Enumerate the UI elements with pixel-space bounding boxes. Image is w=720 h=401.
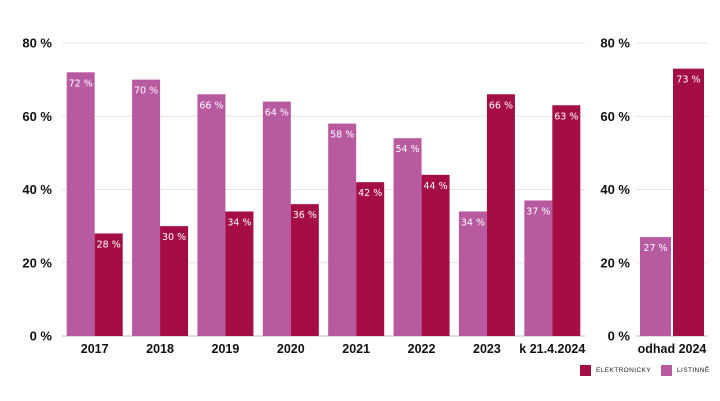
main-data-label: 34 % <box>461 217 485 228</box>
estimate-bar <box>640 237 671 336</box>
main-data-label: 42 % <box>358 188 382 199</box>
estimate-y-tick-label: 0 % <box>608 329 631 344</box>
legend-label-paper: LISTINNĚ <box>677 367 710 374</box>
main-y-tick-label: 40 % <box>22 182 52 197</box>
main-y-tick-label: 0 % <box>30 329 53 344</box>
estimate-chart-y-axis: 0 % 20 % 40 % 60 % 80 % <box>600 36 630 344</box>
main-bar <box>225 211 254 336</box>
estimate-chart-bars: 27 % 73 % <box>640 68 704 336</box>
main-bar <box>458 211 487 336</box>
legend-swatch-paper <box>661 365 673 376</box>
legend-item-paper: LISTINNĚ <box>661 365 709 376</box>
estimate-y-tick-label: 20 % <box>600 255 630 270</box>
main-data-label: 58 % <box>330 130 354 141</box>
main-x-tick-label: 2017 <box>81 342 109 356</box>
main-bar <box>421 174 450 336</box>
legend-label-electronic: ELEKTRONICKY <box>596 367 652 374</box>
main-chart-bars: 72 % 28 % 70 % 30 % 66 % 34 % 64 % 36 % 58 % 42 %… <box>66 72 581 337</box>
legend-swatch-electronic <box>580 365 591 376</box>
main-bar <box>393 138 422 336</box>
main-bar <box>356 182 385 336</box>
estimate-y-tick-label: 40 % <box>600 182 630 197</box>
main-data-label: 66 % <box>489 100 513 111</box>
main-data-label: 34 % <box>227 217 251 228</box>
main-data-label: 44 % <box>423 181 447 192</box>
main-data-label: 30 % <box>162 232 186 243</box>
main-bar <box>262 101 291 336</box>
estimate-chart-x-axis: odhad 2024 <box>638 342 707 356</box>
main-x-tick-label: 2019 <box>212 342 240 356</box>
main-data-label: 37 % <box>526 206 550 217</box>
main-data-label: 36 % <box>293 210 317 221</box>
main-data-label: 63 % <box>554 111 578 122</box>
main-bar <box>328 123 357 336</box>
estimate-data-label: 27 % <box>643 243 667 254</box>
estimate-x-tick-label: odhad 2024 <box>638 342 707 356</box>
main-x-tick-label: 2020 <box>277 342 305 356</box>
estimate-bar <box>673 68 704 336</box>
main-data-label: 64 % <box>265 108 289 119</box>
legend-item-electronic: ELEKTRONICKY <box>580 365 651 376</box>
estimate-y-tick-label: 80 % <box>600 36 630 51</box>
main-bar <box>160 226 189 336</box>
main-x-tick-label: k 21.4.2024 <box>519 342 585 356</box>
main-y-tick-label: 20 % <box>22 255 52 270</box>
main-bar <box>486 94 515 337</box>
main-x-tick-label: 2018 <box>146 342 174 356</box>
main-bar <box>94 233 123 336</box>
main-bar <box>197 94 226 337</box>
legend: ELEKTRONICKY LISTINNĚ <box>580 365 709 376</box>
estimate-data-label: 73 % <box>676 75 700 86</box>
main-x-tick-label: 2023 <box>473 342 501 356</box>
main-y-tick-label: 60 % <box>22 109 52 124</box>
estimate-y-tick-label: 60 % <box>600 109 630 124</box>
main-data-label: 70 % <box>134 86 158 97</box>
main-chart-y-axis: 0 % 20 % 40 % 60 % 80 % <box>22 36 52 344</box>
main-x-tick-label: 2022 <box>408 342 436 356</box>
main-data-label: 72 % <box>69 78 93 89</box>
main-x-tick-label: 2021 <box>342 342 370 356</box>
main-chart-x-axis: 2017 2018 2019 2020 2021 2022 2023 k 21.4.2024 <box>81 342 586 356</box>
main-data-label: 66 % <box>199 100 223 111</box>
main-bar <box>132 79 161 336</box>
main-bar <box>290 204 319 336</box>
main-bar <box>66 72 95 337</box>
main-data-label: 54 % <box>395 144 419 155</box>
main-y-tick-label: 80 % <box>22 36 52 51</box>
main-data-label: 28 % <box>97 239 121 250</box>
main-bar <box>524 200 553 336</box>
main-bar <box>552 105 581 336</box>
